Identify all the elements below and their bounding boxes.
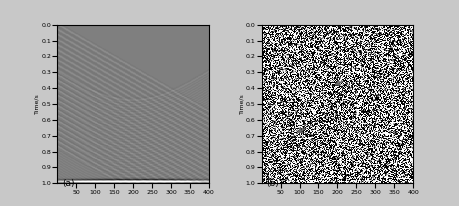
Y-axis label: Time/s: Time/s — [239, 94, 244, 114]
Text: (b): (b) — [266, 179, 279, 188]
Y-axis label: Time/s: Time/s — [35, 94, 40, 114]
Text: (a): (a) — [62, 179, 74, 188]
